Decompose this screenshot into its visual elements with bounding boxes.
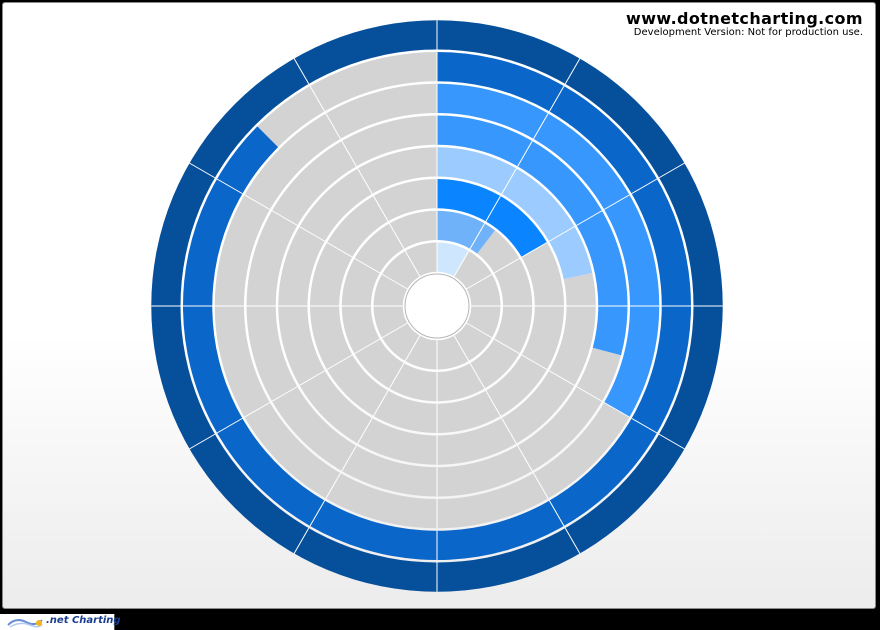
radial-chart [151,20,723,592]
sector-divider [354,338,381,355]
watermark-site-text: www.dotnetcharting.com [626,9,863,28]
sector-divider [293,58,310,85]
watermark-note-text: Development Version: Not for production … [633,27,863,38]
ring-8-bar-a [437,20,723,592]
sector-divider [517,140,533,167]
sector-divider [326,242,353,258]
sector-divider [299,370,326,386]
sector-divider [216,178,243,195]
sector-divider [373,195,389,222]
sector-divider [576,386,603,402]
sector-divider [548,370,575,386]
sector-divider [493,338,520,355]
sector-divider [564,527,581,554]
sector-divider [381,322,408,339]
sector-divider [381,273,408,290]
sector-divider [404,335,421,362]
sector-divider [521,354,548,370]
sector-divider [453,335,470,362]
sector-divider [388,362,405,389]
sector-divider [373,390,389,417]
sector-divider [485,390,501,417]
sector-divider [658,162,685,179]
sector-divider [485,195,501,222]
ring-3 [310,179,565,433]
footer-bar [0,612,880,630]
sector-divider [631,417,658,434]
ring-6 [214,83,660,529]
sector-divider [631,178,658,195]
sector-divider [244,402,271,418]
sector-divider [466,322,493,339]
sector-divider [404,250,421,277]
ring-2-track [341,210,533,402]
ring-5 [246,115,628,497]
sector-divider [469,362,486,389]
sector-divider [533,113,549,140]
sector-divider [309,85,326,112]
ring-5-bar [437,115,628,356]
sector-divider [603,194,630,210]
sector-divider [325,472,341,499]
ring-6-bar [437,83,660,418]
sector-divider [341,140,357,167]
sector-divider [453,250,470,277]
sector-divider [517,445,533,472]
ring-7-track [257,51,437,148]
sector-divider [501,168,517,195]
sector-divider [576,210,603,226]
sector-divider [326,354,353,370]
sector-divider [271,210,298,226]
sector-divider [299,226,326,242]
ring-8-bar-b [151,20,438,592]
sector-divider [189,433,216,450]
ring-8 [151,20,723,592]
ring-2-bar [437,210,495,254]
sector-divider [357,168,373,195]
sector-divider [354,257,381,274]
sector-divider [388,223,405,250]
sector-divider [293,527,310,554]
sector-divider [521,242,548,258]
sector-divider [216,417,243,434]
ring-1-track [373,242,501,370]
sector-divider [493,257,520,274]
sector-divider [357,417,373,444]
sector-divider [309,500,326,527]
sector-divider [501,417,517,444]
ring-1 [373,242,501,370]
ring-2 [341,210,533,402]
ring-1-bar [437,242,469,277]
ring-7 [182,51,691,560]
dotnetcharting-logo: .net Charting [0,614,121,630]
sector-divider [658,433,685,450]
sector-divider [341,445,357,472]
ring-4-bar [437,147,593,280]
center-hole [404,273,470,339]
sector-divider [466,273,493,290]
logo-text: .net Charting [46,615,121,626]
ring-3-bar [437,179,547,258]
sector-divider [189,162,216,179]
ring-4 [278,147,596,465]
sector-divider [603,402,630,418]
sector-divider [469,223,486,250]
sector-divider [271,386,298,402]
sector-divider [564,58,581,85]
sector-divider [548,500,565,527]
sector-divider [325,113,341,140]
sector-divider [533,472,549,499]
sector-divider [548,226,575,242]
sector-divider [548,85,565,112]
sector-divider [244,194,271,210]
dotnetcharting-logo-icon [7,619,43,628]
